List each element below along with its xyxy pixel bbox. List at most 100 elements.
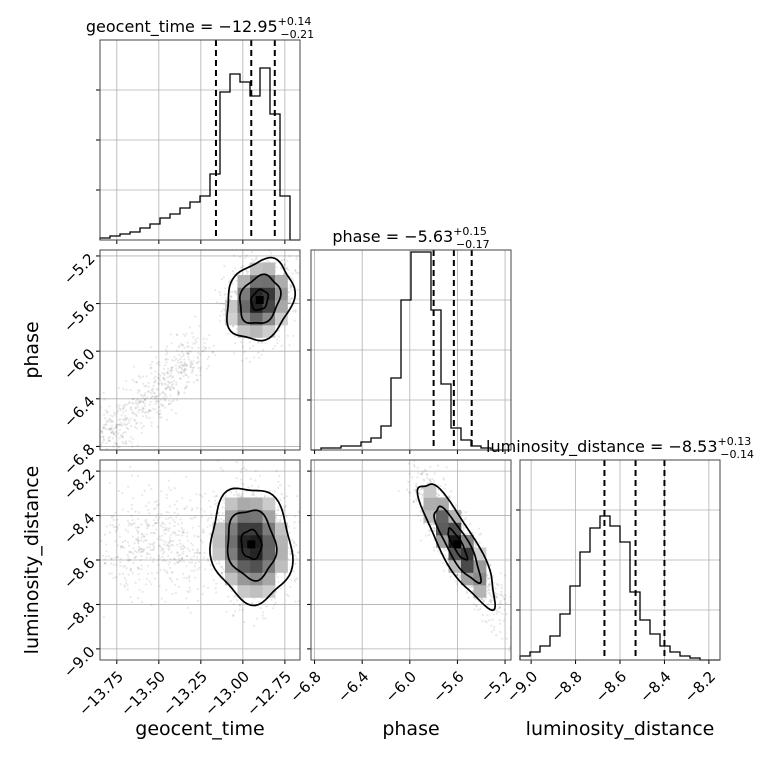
sample-point: [224, 287, 227, 290]
sample-point: [128, 419, 131, 422]
sample-point: [232, 272, 235, 275]
sample-point: [288, 301, 291, 304]
sample-point: [131, 474, 134, 477]
sample-point: [220, 571, 223, 574]
sample-point: [222, 303, 225, 306]
sample-point: [141, 600, 144, 604]
sample-point: [275, 469, 278, 473]
sample-point: [161, 522, 164, 525]
sample-point: [119, 564, 122, 568]
sample-point: [139, 376, 142, 379]
sample-point: [414, 484, 418, 488]
sample-point: [127, 560, 130, 563]
sample-point: [160, 597, 163, 600]
sample-point: [490, 595, 493, 598]
sample-point: [139, 408, 142, 412]
sample-point: [190, 561, 194, 564]
sample-point: [419, 519, 422, 522]
sample-point: [162, 559, 165, 562]
sample-point: [137, 539, 140, 542]
sample-point: [192, 381, 195, 384]
sample-point: [139, 547, 142, 550]
hist-phase-frame: [310, 249, 512, 451]
sample-point: [163, 568, 166, 572]
sample-point: [413, 489, 416, 492]
sample-point: [139, 393, 142, 396]
sample-point: [122, 411, 125, 414]
sample-point: [427, 529, 431, 532]
sample-point: [251, 258, 254, 261]
sample-point: [155, 400, 158, 403]
sample-point: [132, 437, 135, 441]
sample-point: [283, 263, 286, 267]
sample-point: [204, 492, 207, 495]
sample-point: [181, 363, 184, 367]
sample-point: [96, 430, 98, 432]
sample-point: [118, 535, 121, 538]
sample-point: [142, 400, 145, 403]
sample-point: [150, 572, 153, 575]
sample-point: [159, 524, 162, 527]
sample-point: [475, 604, 478, 607]
sample-point: [187, 345, 190, 348]
sample-point: [250, 602, 253, 605]
sample-point: [170, 408, 173, 412]
sample-point: [488, 591, 491, 595]
sample-point: [247, 486, 250, 489]
sample-point: [154, 521, 157, 525]
hist-panel-geocent_time: [96, 39, 301, 244]
density-cell: [262, 535, 276, 548]
sample-point: [294, 269, 297, 272]
sample-point: [170, 359, 174, 362]
sample-point: [176, 543, 179, 547]
sample-point: [125, 380, 128, 383]
sample-point: [265, 226, 267, 228]
sample-point: [93, 422, 95, 424]
sample-point: [421, 473, 424, 476]
sample-point: [166, 376, 169, 379]
sample-point: [195, 378, 198, 381]
sample-point: [101, 451, 103, 453]
sample-point: [143, 399, 146, 402]
sample-point: [164, 528, 167, 531]
sample-point: [488, 577, 491, 580]
sample-point: [487, 589, 491, 592]
sample-point: [264, 494, 267, 498]
sample-point: [421, 493, 424, 496]
sample-point: [101, 554, 104, 558]
sample-point: [221, 565, 224, 568]
sample-point: [115, 443, 118, 446]
sample-point: [206, 357, 209, 360]
sample-point: [230, 295, 233, 298]
sample-point: [143, 535, 146, 538]
sample-point: [489, 598, 492, 602]
sample-point: [160, 382, 163, 385]
sample-point: [148, 410, 151, 413]
sample-point: [131, 412, 134, 415]
sample-point: [435, 492, 439, 495]
sample-point: [173, 558, 176, 561]
sample-point: [190, 371, 193, 374]
sample-point: [273, 344, 277, 347]
sample-point: [311, 285, 313, 287]
sample-point: [137, 567, 141, 571]
sample-point: [499, 630, 502, 634]
sample-point: [490, 630, 493, 634]
sample-point: [156, 513, 159, 516]
sample-point: [238, 603, 241, 607]
sample-point: [173, 525, 176, 528]
title-minus-phase: −0.17: [456, 238, 490, 251]
sample-point: [173, 532, 176, 535]
sample-point: [109, 440, 112, 443]
sample-point: [147, 385, 150, 388]
sample-point: [164, 560, 167, 563]
sample-point: [161, 539, 164, 542]
sample-point: [132, 547, 135, 550]
sample-point: [216, 518, 219, 521]
sample-point: [122, 565, 125, 568]
contour-1-1: [226, 509, 278, 582]
sample-point: [130, 408, 133, 412]
sample-point: [252, 493, 255, 496]
sample-point: [185, 385, 188, 389]
sample-point: [152, 542, 155, 546]
